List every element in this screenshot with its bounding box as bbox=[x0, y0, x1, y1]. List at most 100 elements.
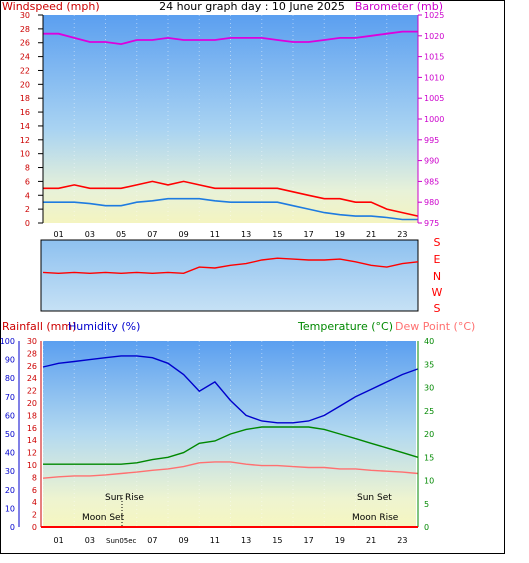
humidity-tick-label: 30 bbox=[5, 467, 15, 476]
hour-label: 05 bbox=[116, 230, 126, 239]
wind-tick-label: 2 bbox=[25, 205, 30, 214]
windspeed-line bbox=[43, 180, 419, 217]
wind-tick-label: 0 bbox=[25, 219, 30, 228]
wind-tick-label: 12 bbox=[20, 136, 30, 145]
hour-label: 09 bbox=[179, 536, 189, 545]
hour-label: 19 bbox=[335, 230, 345, 239]
rain-tick-label: 12 bbox=[27, 449, 37, 458]
hour-label: 23 bbox=[397, 230, 407, 239]
hour-label: 13 bbox=[241, 536, 251, 545]
hour-label: 03 bbox=[85, 536, 95, 545]
compass-label: S bbox=[434, 302, 441, 315]
hour-label: 15 bbox=[272, 536, 282, 545]
top-hour-labels: 01 03 05 07 09 11 13 15 17 19 21 23 bbox=[54, 230, 408, 239]
bottom-annotations: Sun Rise Sun Set Moon Set Moon Rise bbox=[82, 493, 399, 527]
baro-tick-label: 1010 bbox=[424, 73, 444, 82]
temp-tick-label: 25 bbox=[424, 407, 434, 416]
moon-rise-label: Moon Rise bbox=[352, 513, 399, 523]
dew-axis-title: Dew Point (°C) bbox=[395, 320, 475, 333]
rain-tick-label: 30 bbox=[27, 337, 37, 346]
rain-axis-title: Rainfall (mm) bbox=[2, 320, 76, 333]
wind-tick-label: 8 bbox=[25, 164, 30, 173]
temp-axis-title: Temperature (°C) bbox=[297, 320, 393, 333]
rain-tick-label: 20 bbox=[27, 399, 37, 408]
hour-label: 21 bbox=[366, 230, 376, 239]
humidity-tick-label: 0 bbox=[10, 523, 15, 532]
baro-tick-label: 1005 bbox=[424, 94, 444, 103]
temperature-line bbox=[43, 426, 419, 465]
humidity-tick-label: 70 bbox=[5, 393, 15, 402]
humidity-tick-label: 10 bbox=[5, 504, 15, 513]
hour-label: 03 bbox=[85, 230, 95, 239]
wind-tick-label: 28 bbox=[20, 25, 30, 34]
wind-tick-label: 14 bbox=[20, 122, 30, 131]
barometer-axis-ticks: 975 980 985 990 995 1000 1005 1010 1015 1020 1025 bbox=[418, 11, 444, 228]
average-wind-line bbox=[43, 197, 418, 221]
bottom-hour-labels: 01 03 07 09 11 13 15 17 19 21 23 bbox=[54, 536, 408, 545]
temp-tick-label: 10 bbox=[424, 477, 434, 486]
sun-set-label: Sun Set bbox=[357, 493, 392, 503]
humidity-line bbox=[42, 355, 419, 424]
chart-title: 24 hour graph day : 10 June 2025 bbox=[159, 0, 345, 13]
baro-tick-label: 980 bbox=[424, 198, 439, 207]
temp-tick-label: 5 bbox=[424, 500, 429, 509]
wind-tick-label: 6 bbox=[25, 177, 30, 186]
hour-label: 19 bbox=[335, 536, 345, 545]
baro-tick-label: 1025 bbox=[424, 11, 444, 20]
dewpoint-line bbox=[42, 461, 419, 479]
hour-label: 13 bbox=[241, 230, 251, 239]
rain-tick-label: 10 bbox=[27, 461, 37, 470]
baro-tick-label: 1020 bbox=[424, 32, 444, 41]
temp-tick-label: 20 bbox=[424, 430, 434, 439]
moon-set-label: Moon Set bbox=[82, 513, 125, 523]
left-axis-title: Windspeed (mph) bbox=[2, 0, 100, 13]
compass-label: E bbox=[434, 253, 441, 266]
compass-label: S bbox=[434, 236, 441, 249]
baro-tick-label: 975 bbox=[424, 219, 439, 228]
barometer-line bbox=[43, 30, 418, 46]
bottom-left-ticks: 0102030405060708090100024681012141618202… bbox=[0, 337, 37, 532]
rain-tick-label: 18 bbox=[27, 411, 37, 420]
baro-tick-label: 995 bbox=[424, 136, 439, 145]
wind-tick-label: 18 bbox=[20, 94, 30, 103]
hour-label: 15 bbox=[272, 230, 282, 239]
hour-label: 07 bbox=[147, 536, 157, 545]
rain-tick-label: 2 bbox=[32, 511, 37, 520]
humidity-tick-label: 20 bbox=[5, 486, 15, 495]
hour-label: 17 bbox=[304, 536, 314, 545]
rain-tick-label: 22 bbox=[27, 387, 37, 396]
hour-label: 01 bbox=[54, 536, 64, 545]
baro-tick-label: 1015 bbox=[424, 53, 444, 62]
rain-tick-label: 14 bbox=[27, 436, 37, 445]
rain-tick-label: 24 bbox=[27, 374, 37, 383]
wind-tick-label: 24 bbox=[20, 53, 30, 62]
wind-tick-label: 30 bbox=[20, 11, 30, 20]
rain-tick-label: 16 bbox=[27, 424, 37, 433]
outer-border bbox=[0, 0, 505, 554]
direction-series bbox=[42, 257, 419, 275]
hour-label: 17 bbox=[304, 230, 314, 239]
temp-tick-label: 0 bbox=[424, 523, 429, 532]
humidity-tick-label: 40 bbox=[5, 449, 15, 458]
baro-tick-label: 985 bbox=[424, 177, 439, 186]
hour-label: 01 bbox=[54, 230, 64, 239]
temp-axis-ticks: 0 5 10 15 20 25 30 35 40 bbox=[424, 337, 434, 532]
temp-tick-label: 30 bbox=[424, 384, 434, 393]
sun-overlap-label: Sun05ec bbox=[106, 537, 137, 545]
direction-plot-area bbox=[40, 239, 419, 312]
rain-tick-label: 0 bbox=[32, 523, 37, 532]
humidity-axis-title: Humidity (%) bbox=[68, 320, 140, 333]
temp-tick-label: 40 bbox=[424, 337, 434, 346]
rain-tick-label: 6 bbox=[32, 486, 37, 495]
top-series bbox=[43, 30, 419, 221]
wind-tick-label: 20 bbox=[20, 80, 30, 89]
humidity-tick-label: 90 bbox=[5, 356, 15, 365]
wind-tick-label: 22 bbox=[20, 66, 30, 75]
compass-label: N bbox=[433, 270, 441, 283]
wind-tick-label: 10 bbox=[20, 150, 30, 159]
humidity-tick-label: 50 bbox=[5, 430, 15, 439]
